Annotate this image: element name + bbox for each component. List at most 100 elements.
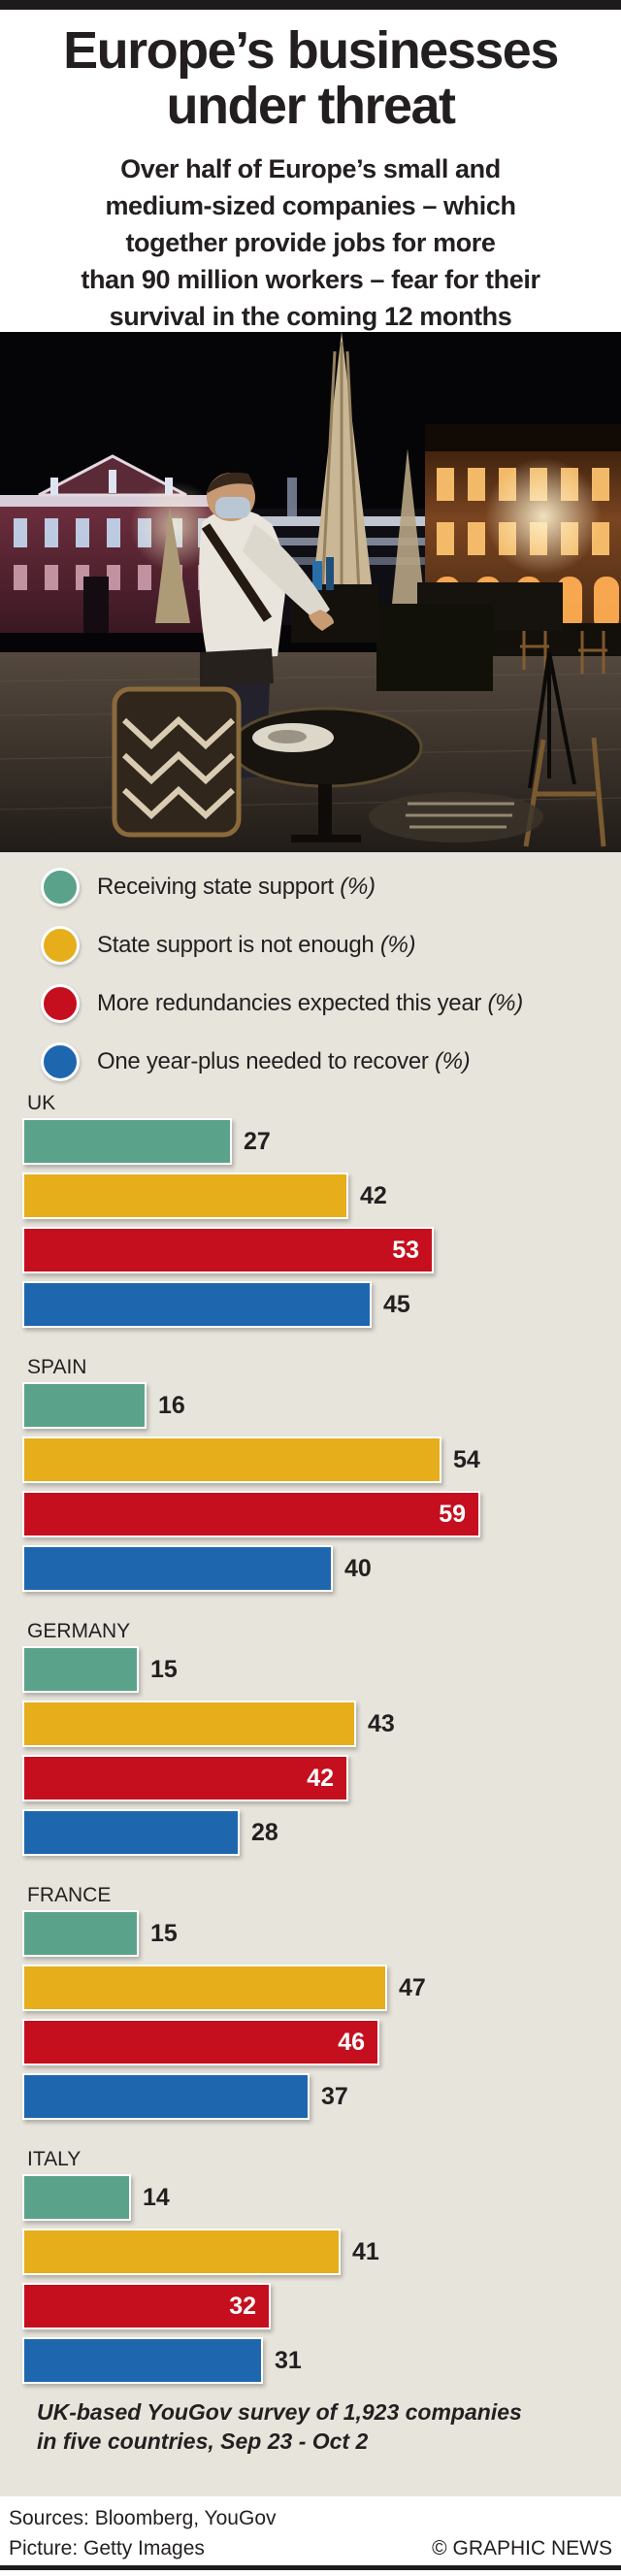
legend-item-more-redundancies-expected-this-year: More redundancies expected this year (%) bbox=[0, 974, 621, 1033]
country-label: UK bbox=[27, 1092, 56, 1114]
bar-row-italy-receiving-state-support: 14 bbox=[22, 2174, 621, 2221]
bar-row-spain-receiving-state-support: 16 bbox=[22, 1382, 621, 1429]
page-title: Europe’s businesses under threat bbox=[0, 23, 621, 134]
bar-row-france-state-support-is-not-enough: 47 bbox=[22, 1965, 621, 2011]
bar-spain-more-redundancies-expected-this-year: 59 bbox=[22, 1491, 480, 1537]
legend-label: One year-plus needed to recover (%) bbox=[97, 1048, 471, 1074]
bar-germany-one-year-plus-needed-to-recover bbox=[22, 1809, 240, 1856]
bar-germany-more-redundancies-expected-this-year: 42 bbox=[22, 1755, 348, 1801]
bar-germany-state-support-is-not-enough bbox=[22, 1701, 356, 1747]
footnote-line1: UK-based YouGov survey of 1,923 companie… bbox=[37, 2399, 522, 2425]
bar-row-uk-receiving-state-support: 27 bbox=[22, 1118, 621, 1165]
footnote-line2: in five countries, Sep 23 - Oct 2 bbox=[37, 2428, 369, 2454]
legend-label: More redundancies expected this year (%) bbox=[97, 990, 523, 1016]
bar-value: 53 bbox=[392, 1236, 419, 1264]
bar-value: 27 bbox=[244, 1127, 271, 1155]
bar-row-france-one-year-plus-needed-to-recover: 37 bbox=[22, 2073, 621, 2120]
bar-value: 45 bbox=[383, 1290, 410, 1318]
bar-row-france-more-redundancies-expected-this-year: 46 bbox=[22, 2019, 621, 2065]
bar-value: 59 bbox=[439, 1500, 466, 1528]
bar-france-one-year-plus-needed-to-recover bbox=[22, 2073, 310, 2120]
page-subtitle: Over half of Europe’s small and medium-s… bbox=[0, 150, 621, 335]
bar-value: 42 bbox=[360, 1181, 387, 1209]
bar-france-more-redundancies-expected-this-year: 46 bbox=[22, 2019, 379, 2065]
bar-row-uk-state-support-is-not-enough: 42 bbox=[22, 1172, 621, 1219]
subtitle-line: Over half of Europe’s small and bbox=[120, 154, 501, 183]
bar-row-germany-state-support-is-not-enough: 43 bbox=[22, 1701, 621, 1747]
top-black-rule bbox=[0, 0, 621, 10]
bar-row-germany-receiving-state-support: 15 bbox=[22, 1646, 621, 1693]
chart-panel: Receiving state support (%) State support… bbox=[0, 852, 621, 2496]
country-label: SPAIN bbox=[27, 1356, 87, 1378]
bar-row-uk-one-year-plus-needed-to-recover: 45 bbox=[22, 1281, 621, 1328]
bar-row-spain-more-redundancies-expected-this-year: 59 bbox=[22, 1491, 621, 1537]
bar-value: 47 bbox=[399, 1973, 426, 2001]
bar-value: 46 bbox=[338, 2028, 365, 2056]
bar-italy-state-support-is-not-enough bbox=[22, 2229, 341, 2275]
bottom-black-rule bbox=[0, 2565, 621, 2570]
country-group-italy: ITALY 14 41 32 31 bbox=[0, 2147, 621, 2384]
photo-illustration bbox=[0, 332, 621, 852]
bar-row-italy-more-redundancies-expected-this-year: 32 bbox=[22, 2283, 621, 2329]
page-title-line2: under threat bbox=[166, 77, 456, 135]
bar-row-france-receiving-state-support: 15 bbox=[22, 1910, 621, 1957]
bar-italy-one-year-plus-needed-to-recover bbox=[22, 2337, 263, 2384]
country-label: ITALY bbox=[27, 2148, 82, 2170]
legend-dot-icon bbox=[41, 984, 80, 1023]
page-title-line1: Europe’s businesses bbox=[63, 21, 559, 80]
bar-value: 15 bbox=[150, 1655, 178, 1683]
country-label: GERMANY bbox=[27, 1620, 131, 1642]
country-group-spain: SPAIN 16 54 59 40 bbox=[0, 1355, 621, 1592]
bar-uk-more-redundancies-expected-this-year: 53 bbox=[22, 1227, 434, 1273]
graphic-news-credit: © GRAPHIC NEWS bbox=[432, 2537, 612, 2559]
bar-value: 28 bbox=[251, 1818, 278, 1846]
legend-item-state-support-is-not-enough: State support is not enough (%) bbox=[0, 916, 621, 974]
bar-germany-receiving-state-support bbox=[22, 1646, 139, 1693]
subtitle-line: medium-sized companies – which bbox=[105, 191, 516, 220]
subtitle-line: survival in the coming 12 months bbox=[109, 302, 512, 331]
bar-france-receiving-state-support bbox=[22, 1910, 139, 1957]
bar-spain-receiving-state-support bbox=[22, 1382, 147, 1429]
bar-row-spain-one-year-plus-needed-to-recover: 40 bbox=[22, 1545, 621, 1592]
legend: Receiving state support (%) State support… bbox=[0, 858, 621, 1091]
bar-france-state-support-is-not-enough bbox=[22, 1965, 387, 2011]
legend-dot-icon bbox=[41, 868, 80, 907]
bar-uk-state-support-is-not-enough bbox=[22, 1172, 348, 1219]
bottom-white-pad bbox=[0, 2570, 621, 2576]
bar-value: 43 bbox=[368, 1709, 395, 1737]
photo-night-cafe-terrace bbox=[0, 332, 621, 852]
bar-value: 41 bbox=[352, 2237, 379, 2265]
bar-uk-one-year-plus-needed-to-recover bbox=[22, 1281, 372, 1328]
legend-label: Receiving state support (%) bbox=[97, 874, 376, 900]
bar-value: 14 bbox=[143, 2183, 170, 2211]
country-group-france: FRANCE 15 47 46 37 bbox=[0, 1883, 621, 2120]
bar-spain-one-year-plus-needed-to-recover bbox=[22, 1545, 333, 1592]
bar-spain-state-support-is-not-enough bbox=[22, 1437, 441, 1483]
legend-item-one-year-plus-needed-to-recover: One year-plus needed to recover (%) bbox=[0, 1033, 621, 1091]
header: Europe’s businesses under threat Over ha… bbox=[0, 10, 621, 332]
picture-credit: Picture: Getty Images bbox=[9, 2537, 205, 2559]
bar-value: 32 bbox=[229, 2292, 256, 2320]
bar-value: 42 bbox=[307, 1764, 334, 1792]
bar-italy-more-redundancies-expected-this-year: 32 bbox=[22, 2283, 271, 2329]
country-group-germany: GERMANY 15 43 42 28 bbox=[0, 1619, 621, 1856]
chart-groups: UK 27 42 53 45 SPAIN 16 54 59 40 GERMANY 15 43 42 28 FR… bbox=[0, 1091, 621, 2384]
bar-value: 16 bbox=[158, 1391, 185, 1419]
legend-dot-icon bbox=[41, 1042, 80, 1081]
survey-footnote: UK-based YouGov survey of 1,923 companie… bbox=[37, 2397, 621, 2456]
bar-value: 31 bbox=[275, 2346, 302, 2374]
bar-value: 37 bbox=[321, 2082, 348, 2110]
bar-row-italy-state-support-is-not-enough: 41 bbox=[22, 2229, 621, 2275]
legend-dot-icon bbox=[41, 926, 80, 965]
footer: Sources: Bloomberg, YouGov Picture: Gett… bbox=[0, 2496, 621, 2576]
subtitle-line: together provide jobs for more bbox=[125, 228, 496, 257]
country-group-uk: UK 27 42 53 45 bbox=[0, 1091, 621, 1328]
bar-value: 15 bbox=[150, 1919, 178, 1947]
legend-label: State support is not enough (%) bbox=[97, 932, 416, 958]
sources-credit: Sources: Bloomberg, YouGov bbox=[9, 2507, 277, 2529]
bar-row-germany-one-year-plus-needed-to-recover: 28 bbox=[22, 1809, 621, 1856]
bar-row-spain-state-support-is-not-enough: 54 bbox=[22, 1437, 621, 1483]
country-label: FRANCE bbox=[27, 1884, 112, 1906]
bar-row-uk-more-redundancies-expected-this-year: 53 bbox=[22, 1227, 621, 1273]
